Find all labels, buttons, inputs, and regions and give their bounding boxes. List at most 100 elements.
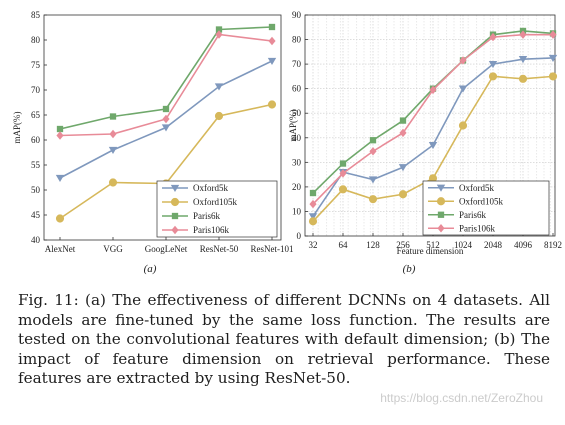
y-tick-label: 40 (292, 133, 302, 143)
legend-marker (437, 224, 445, 233)
y-axis-label: mAP(%) (12, 112, 22, 144)
y-tick-label: 80 (31, 35, 41, 45)
legend-entry: Oxford5k (428, 183, 494, 193)
data-point (55, 214, 65, 223)
x-tick-label: ResNet-101 (251, 244, 294, 254)
data-point (268, 36, 276, 46)
legend-label: Oxford5k (459, 183, 494, 193)
legend-marker (437, 211, 445, 218)
x-tick-label: 128 (366, 240, 380, 250)
y-tick-label: 30 (292, 157, 302, 167)
data-point (56, 125, 64, 133)
legend-marker (436, 197, 446, 206)
data-point (215, 30, 223, 39)
x-tick-label: ResNet-50 (200, 244, 239, 254)
data-point (215, 26, 223, 33)
data-point (268, 23, 276, 31)
x-tick-label: 8192 (544, 240, 562, 250)
legend-entry: Oxford105k (428, 196, 503, 206)
legend-entry: Oxford5k (162, 183, 228, 193)
y-tick-label: 20 (292, 182, 302, 192)
legend-marker (170, 197, 180, 207)
series-oxford5k (308, 54, 558, 221)
subfigure-label: (a) (144, 263, 157, 275)
data-point (488, 60, 498, 69)
plot-frame (304, 14, 556, 237)
x-tick-label: 32 (309, 240, 318, 250)
series-paris106k (56, 30, 276, 140)
subfigure-label: (b) (403, 263, 416, 275)
legend-marker (171, 225, 179, 235)
chart-a: 40 45 50 55 60 65 70 75 80 85 AlexNet VGG GoogLeNet R… (12, 10, 294, 275)
data-point (108, 146, 118, 154)
legend-marker (436, 184, 446, 192)
data-point (518, 56, 528, 64)
data-point (549, 30, 557, 39)
legend-label: Paris6k (193, 211, 221, 221)
y-tick-label: 70 (292, 59, 302, 69)
data-point (369, 147, 377, 156)
legend-entry: Paris6k (162, 211, 221, 221)
data-point (339, 169, 347, 178)
y-tick-label: 10 (292, 206, 302, 216)
data-point (548, 54, 558, 62)
data-point (108, 178, 118, 187)
data-point (267, 57, 277, 65)
data-point (398, 190, 408, 199)
y-axis-label: mAP(%) (288, 110, 298, 142)
data-point (338, 185, 348, 194)
legend-entry: Paris106k (428, 223, 496, 233)
figure-charts: 40 45 50 55 60 65 70 75 80 85 AlexNet VGG GoogLeNet R… (12, 10, 562, 275)
legend-entry: Paris106k (162, 225, 230, 235)
x-tick-label: 4096 (514, 240, 533, 250)
data-point (308, 213, 318, 221)
data-point (399, 128, 407, 138)
data-point (267, 100, 277, 109)
data-point (55, 174, 65, 182)
data-point (489, 32, 497, 42)
legend-box (422, 180, 550, 236)
data-point (309, 189, 317, 197)
y-tick-label: 50 (292, 108, 302, 118)
data-point (214, 83, 224, 91)
y-tick-label: 60 (292, 84, 302, 94)
watermark: https://blog.csdn.net/ZeroZhou (380, 391, 543, 405)
data-point (488, 72, 498, 81)
y-tick-label: 75 (31, 60, 41, 70)
y-tick-label: 45 (31, 210, 41, 220)
y-tick-label: 85 (31, 10, 41, 20)
data-point (368, 195, 378, 204)
y-tick-label: 80 (292, 35, 302, 45)
x-tick-label: AlexNet (45, 244, 76, 254)
y-tick-label: 65 (31, 110, 41, 120)
data-point (162, 105, 170, 113)
y-tick-label: 70 (31, 85, 41, 95)
data-point (161, 124, 171, 132)
legend-label: Paris106k (459, 223, 496, 233)
plot-frame (43, 14, 282, 241)
data-point (214, 111, 224, 121)
legend-label: Paris6k (459, 210, 487, 220)
data-point (398, 164, 408, 172)
y-tick-label: 55 (31, 160, 41, 170)
x-axis-label: Feature dimension (397, 246, 464, 256)
legend: Oxford5k Oxford105k Paris6k Paris106k (156, 180, 278, 238)
legend-label: Oxford5k (193, 183, 228, 193)
legend-marker (170, 184, 180, 192)
data-point (56, 131, 64, 140)
y-tick-label: 50 (31, 185, 41, 195)
data-point (368, 176, 378, 184)
y-tick-label: 60 (31, 135, 41, 145)
x-tick-label: 2048 (484, 240, 503, 250)
y-tick-label: 90 (292, 10, 302, 20)
data-point (519, 30, 527, 39)
data-point (162, 114, 170, 124)
legend-label: Oxford105k (193, 197, 237, 207)
legend-entry: Oxford105k (162, 197, 237, 207)
data-point (399, 117, 407, 124)
x-tick-label: 64 (339, 240, 349, 250)
data-point (428, 141, 438, 150)
data-point (308, 217, 318, 226)
data-point (369, 137, 377, 144)
data-point (548, 72, 558, 81)
